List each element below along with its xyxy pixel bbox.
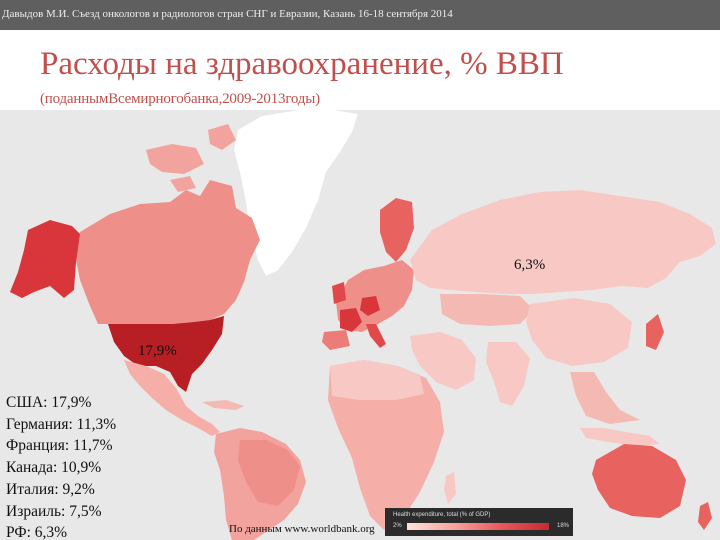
russia-label: 6,3% bbox=[514, 257, 546, 273]
north-africa bbox=[330, 360, 424, 400]
stat-item: РФ: 6,3% bbox=[6, 524, 68, 540]
header-text: Давыдов М.И. Съезд онкологов и радиолого… bbox=[2, 8, 453, 20]
stat-item: Италия: 9,2% bbox=[6, 480, 95, 498]
indonesia bbox=[580, 428, 660, 446]
canada bbox=[74, 180, 260, 324]
legend-title: Health expenditure, total (% of GDP) bbox=[393, 512, 491, 518]
header-bar: Давыдов М.И. Съезд онкологов и радиолого… bbox=[0, 0, 720, 30]
stat-item: США: 17,9% bbox=[6, 394, 92, 411]
stats-list: США: 17,9% Германия: 11,3% Франция: 11,7… bbox=[6, 392, 166, 540]
arctic-islands bbox=[146, 124, 236, 192]
caribbean bbox=[202, 400, 244, 410]
india bbox=[486, 342, 530, 406]
legend-max: 18% bbox=[557, 523, 570, 529]
mexico bbox=[124, 360, 220, 436]
slide-subtitle: (поданнымВсемирногобанка,2009-2013годы) bbox=[40, 91, 320, 107]
russia bbox=[410, 190, 716, 294]
legend-color-ramp bbox=[407, 523, 549, 530]
middle-east bbox=[410, 332, 476, 390]
france bbox=[340, 308, 362, 332]
iberia bbox=[322, 330, 350, 350]
world-map-graphic bbox=[10, 110, 716, 540]
world-map bbox=[0, 110, 720, 540]
stat-item: Канада: 10,9% bbox=[6, 459, 102, 477]
australia bbox=[592, 444, 686, 518]
map-legend: Health expenditure, total (% of GDP) 2% … bbox=[385, 508, 573, 536]
stat-item: Германия: 11,3% bbox=[6, 415, 117, 433]
scandinavia bbox=[380, 198, 414, 262]
central-asia bbox=[440, 294, 534, 326]
usa-label: 17,9% bbox=[138, 343, 177, 359]
china bbox=[526, 298, 632, 366]
germany bbox=[360, 296, 380, 316]
alaska bbox=[10, 220, 80, 298]
stat-item: Израиль: 7,5% bbox=[6, 502, 102, 520]
southeast-asia bbox=[570, 372, 640, 424]
greenland bbox=[234, 110, 358, 276]
source-credit: По данным www.worldbank.org bbox=[229, 523, 375, 535]
italy bbox=[366, 324, 386, 348]
madagascar bbox=[444, 472, 456, 504]
japan bbox=[646, 314, 664, 350]
new-zealand bbox=[698, 502, 712, 530]
brazil bbox=[238, 440, 300, 506]
legend-min: 2% bbox=[393, 523, 402, 529]
uk bbox=[332, 282, 346, 304]
usa bbox=[108, 316, 224, 392]
slide-title: Расходы на здравоохранение, % ВВП bbox=[40, 46, 564, 82]
stat-item: Франция: 11,7% bbox=[6, 437, 113, 455]
africa bbox=[328, 360, 444, 530]
